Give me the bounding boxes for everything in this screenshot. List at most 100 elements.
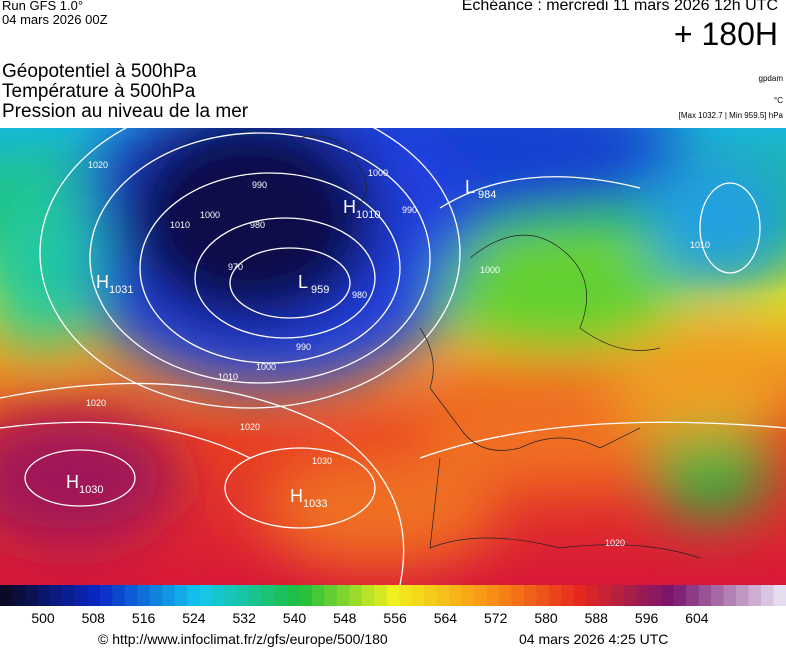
- scale-swatch: [511, 585, 525, 606]
- scale-swatch: [399, 585, 413, 606]
- run-date: 04 mars 2026 00Z: [2, 12, 108, 27]
- scale-label: 532: [233, 610, 257, 626]
- pressure-range: [Max 1032.7 | Min 959.5] hPa: [678, 111, 783, 120]
- center-value: 1030: [79, 484, 103, 496]
- center-value: 959: [311, 284, 329, 296]
- center-letter: H: [343, 197, 356, 217]
- scale-swatch: [274, 585, 288, 606]
- scale-swatch: [673, 585, 687, 606]
- center-value: 1031: [109, 284, 133, 296]
- scale-label: 508: [82, 610, 106, 626]
- scale-swatch: [224, 585, 238, 606]
- scale-swatch: [636, 585, 650, 606]
- isobar-label: 1020: [605, 538, 625, 548]
- isobar-label: 990: [252, 180, 267, 190]
- unit-celsius: °C: [774, 96, 783, 105]
- isobar-label: 1000: [200, 210, 220, 220]
- isobar-label: 1010: [690, 240, 710, 250]
- title-3: Pression au niveau de la mer: [2, 101, 249, 122]
- scale-swatch: [286, 585, 300, 606]
- scale-swatch: [249, 585, 263, 606]
- field-blobs: [0, 128, 786, 568]
- scale-swatch: [486, 585, 500, 606]
- scale-swatch: [474, 585, 488, 606]
- scale-swatch: [24, 585, 38, 606]
- scale-label: 516: [132, 610, 156, 626]
- title-2: Température à 500hPa: [2, 81, 196, 102]
- scale-swatch: [736, 585, 750, 606]
- center-letter: L: [465, 177, 475, 197]
- scale-swatch: [299, 585, 313, 606]
- scale-swatch: [349, 585, 363, 606]
- center-letter: H: [66, 472, 79, 492]
- scale-label: 548: [333, 610, 357, 626]
- scale-swatch: [586, 585, 600, 606]
- center-value: 984: [478, 189, 496, 201]
- scale-label: 596: [635, 610, 659, 626]
- center-letter: L: [298, 272, 308, 292]
- isobar-label: 1010: [170, 220, 190, 230]
- scale-swatch: [361, 585, 375, 606]
- forecast-time: Echéance : mercredi 11 mars 2026 12h UTC: [461, 0, 778, 14]
- scale-swatch: [187, 585, 201, 606]
- scale-swatch: [124, 585, 138, 606]
- scale-swatch: [386, 585, 400, 606]
- isobar-label: 990: [402, 205, 417, 215]
- scale-swatch: [37, 585, 51, 606]
- center-letter: H: [96, 272, 109, 292]
- isobar-label: 1010: [218, 372, 238, 382]
- scale-swatch: [62, 585, 76, 606]
- scale-swatch: [99, 585, 113, 606]
- scale-label: 572: [484, 610, 508, 626]
- scale-label: 500: [31, 610, 55, 626]
- center-value: 1033: [303, 498, 327, 510]
- scale-swatch: [598, 585, 612, 606]
- scale-swatch: [436, 585, 450, 606]
- scale-swatch: [711, 585, 725, 606]
- scale-swatch: [524, 585, 537, 606]
- scale-swatch: [461, 585, 475, 606]
- scale-swatch: [411, 585, 425, 606]
- scale-swatch: [761, 585, 775, 606]
- isobar-label: 1020: [88, 160, 108, 170]
- scale-swatch: [723, 585, 737, 606]
- isobar-label: 1000: [480, 265, 500, 275]
- isobar-label: 1000: [368, 168, 388, 178]
- isobar-label: 980: [352, 290, 367, 300]
- scale-swatch: [49, 585, 63, 606]
- isobar-label: 990: [296, 342, 311, 352]
- scale-swatch: [112, 585, 126, 606]
- isobar-label: 980: [250, 220, 265, 230]
- scale-swatch: [499, 585, 513, 606]
- scale-label: 588: [585, 610, 609, 626]
- isobar-label: 1020: [86, 398, 106, 408]
- scale-swatch: [262, 585, 275, 606]
- color-scale: 500 508 516 524 532 540 548 556 564 572 580 588 596 6…: [0, 585, 786, 626]
- scale-swatch: [648, 585, 662, 606]
- isobars: [0, 128, 786, 585]
- coastlines: [299, 135, 701, 559]
- scale-swatch: [424, 585, 438, 606]
- scale-swatch: [374, 585, 388, 606]
- scale-swatch: [237, 585, 251, 606]
- scale-label: 540: [283, 610, 307, 626]
- scale-swatch: [324, 585, 338, 606]
- scale-swatch: [698, 585, 712, 606]
- scale-swatch: [174, 585, 188, 606]
- isobar-label: 1000: [256, 362, 276, 372]
- scale-label: 556: [383, 610, 407, 626]
- scale-label: 604: [685, 610, 709, 626]
- isobar-label: 970: [228, 262, 243, 272]
- scale-swatch: [623, 585, 637, 606]
- scale-swatch: [162, 585, 176, 606]
- scale-swatch: [212, 585, 226, 606]
- unit-gpdam: gpdam: [758, 74, 783, 83]
- scale-swatch: [149, 585, 163, 606]
- scale-swatch: [199, 585, 213, 606]
- source-credit: © http://www.infoclimat.fr/z/gfs/europe/…: [98, 631, 388, 647]
- scale-swatch: [548, 585, 562, 606]
- lead-time: + 180H: [673, 16, 778, 52]
- scale-swatch: [686, 585, 700, 606]
